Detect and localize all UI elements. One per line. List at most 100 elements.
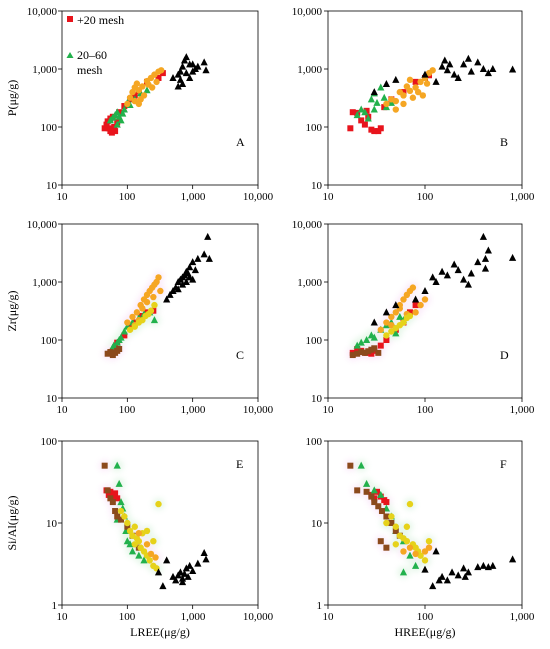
- point-d-triangle-5: [474, 258, 482, 266]
- plot-frame-b: [327, 10, 523, 186]
- x-tick-b-0: 10: [323, 191, 335, 203]
- plot-frame-c: [61, 223, 259, 399]
- point-d-triangle-5: [481, 264, 490, 272]
- point-a-triangle-3: [182, 69, 190, 77]
- x-axis-label-f: HREE(μg/g): [394, 625, 455, 639]
- point-c-triangle-5: [180, 271, 189, 279]
- point-b-triangle-3: [432, 77, 440, 85]
- y-tick-b-0: 10: [311, 180, 323, 192]
- point-a-triangle-3: [169, 73, 177, 81]
- panel-b: 10 100 1,000 10,000 10 100 1,000 B: [292, 6, 535, 203]
- panel-c: 10 100 1,000 10,000 10 100 1,000 10,000 …: [5, 219, 274, 416]
- point-d-triangle-1: [363, 336, 371, 343]
- point-d-triangle-5: [454, 266, 462, 274]
- point-f-circle-4: [400, 548, 407, 555]
- point-e-square-0: [105, 491, 112, 498]
- legend: +20 mesh 20–60 mesh: [66, 13, 124, 77]
- x-tick-c-1: 100: [119, 404, 136, 416]
- y-tick-d-1: 100: [306, 335, 323, 347]
- point-b-triangle-3: [392, 75, 400, 83]
- point-f-triangle-5: [443, 576, 451, 584]
- point-c-circle-3: [151, 301, 158, 309]
- point-d-square-0: [412, 302, 419, 309]
- point-b-circle-2: [419, 92, 427, 99]
- x-tick-a-1: 100: [119, 191, 136, 203]
- point-c-triangle-5: [194, 254, 202, 262]
- point-b-circle-2: [400, 92, 407, 99]
- point-d-square-4: [354, 350, 361, 357]
- point-b-triangle-3: [474, 58, 482, 66]
- point-a-triangle-3: [176, 67, 185, 75]
- point-d-square-4: [349, 352, 356, 359]
- point-c-square-0: [121, 332, 128, 339]
- point-f-circle-3: [403, 523, 411, 530]
- point-c-triangle-5: [178, 280, 187, 288]
- point-c-triangle-5: [186, 263, 194, 271]
- point-f-circle-3: [403, 537, 411, 545]
- point-b-triangle-3: [489, 65, 497, 72]
- point-e-triangle-5: [178, 574, 187, 582]
- point-d-triangle-5: [370, 318, 378, 326]
- point-d-triangle-5: [450, 260, 458, 268]
- point-d-square-4: [361, 349, 368, 356]
- point-d-triangle-5: [432, 278, 440, 285]
- point-d-circle-2: [400, 296, 407, 303]
- point-b-triangle-3: [450, 70, 458, 78]
- point-a-circle-2: [126, 94, 134, 101]
- point-f-square-2: [377, 538, 384, 545]
- point-d-triangle-5: [382, 308, 390, 316]
- point-c-circle-2: [143, 298, 151, 306]
- marks-d: [324, 223, 523, 402]
- point-f-triangle-5: [508, 555, 517, 563]
- point-b-square-0: [381, 104, 388, 111]
- x-tick-d-0: 10: [323, 404, 335, 416]
- point-b-circle-2: [392, 97, 400, 105]
- x-tick-f-2: 1,000: [510, 611, 535, 623]
- panel-e: 1 10 100 10 100 1,000 10,000 Si/Al(μg/g)…: [5, 436, 274, 639]
- point-b-triangle-1: [364, 114, 372, 122]
- point-c-triangle-5: [204, 232, 212, 240]
- panel-f: 1 10 100 10 100 1,000 HREE(μg/g) F: [306, 436, 535, 639]
- point-b-triangle-1: [353, 111, 361, 119]
- point-a-triangle-3: [186, 73, 194, 81]
- point-a-circle-2: [124, 100, 131, 108]
- marks-a: [58, 10, 259, 189]
- point-b-square-0: [361, 121, 368, 128]
- point-c-square-4: [107, 349, 114, 356]
- point-c-circle-2: [150, 293, 157, 301]
- point-a-triangle-3: [176, 75, 185, 83]
- legend-label-plus20: +20 mesh: [77, 13, 124, 27]
- marks-b: [324, 10, 523, 189]
- point-e-circle-3: [155, 500, 162, 508]
- point-f-square-2: [371, 499, 378, 506]
- point-d-circle-2: [383, 319, 390, 326]
- point-d-circle-3: [406, 312, 414, 320]
- point-c-circle-2: [155, 274, 162, 281]
- point-b-triangle-1: [370, 105, 378, 113]
- point-b-circle-2: [406, 87, 414, 95]
- point-f-circle-3: [417, 552, 424, 559]
- x-tick-e-3: 10,000: [243, 611, 274, 623]
- point-b-circle-2: [406, 76, 414, 84]
- point-c-circle-3: [147, 307, 155, 314]
- point-e-triangle-5: [186, 561, 194, 569]
- point-f-circle-4: [425, 544, 433, 551]
- point-c-triangle-1: [150, 316, 159, 324]
- point-a-triangle-3: [200, 58, 208, 66]
- point-e-triangle-5: [178, 578, 187, 586]
- point-f-triangle-5: [461, 572, 469, 580]
- point-b-triangle-3: [479, 65, 487, 72]
- x-tick-b-1: 100: [417, 191, 434, 203]
- x-tick-a-2: 1,000: [181, 191, 206, 203]
- point-c-circle-2: [129, 313, 136, 321]
- point-f-square-2: [392, 527, 399, 534]
- point-d-triangle-5: [481, 254, 490, 262]
- point-a-circle-2: [139, 83, 146, 90]
- point-c-circle-2: [133, 309, 141, 316]
- point-e-square-2: [118, 516, 125, 523]
- point-a-circle-2: [153, 78, 160, 86]
- point-e-circle-4: [147, 550, 155, 558]
- point-e-triangle-5: [184, 572, 192, 580]
- point-d-square-0: [354, 345, 361, 352]
- point-a-triangle-3: [194, 62, 202, 70]
